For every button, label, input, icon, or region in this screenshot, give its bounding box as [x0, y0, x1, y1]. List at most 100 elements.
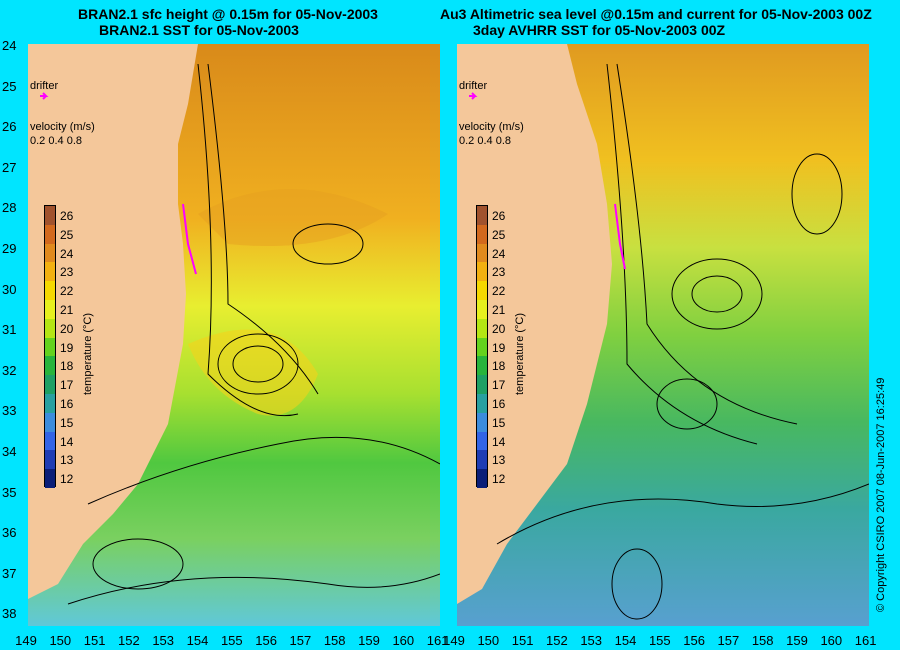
legend-label-14: 14: [60, 434, 74, 449]
legend-label-12: 12: [60, 472, 74, 487]
right-drifter-label: drifter: [459, 80, 487, 92]
legend-swatch: [45, 318, 55, 338]
legend-swatch: [477, 375, 487, 394]
right-title-line1: Au3 Altimetric sea level @0.15m and curr…: [440, 6, 872, 22]
legend-swatch: [477, 281, 487, 300]
legend-label-20: 20: [492, 321, 506, 336]
legend-swatch: [45, 337, 55, 357]
y-tick-31: 31: [2, 322, 17, 338]
legend-swatch: [477, 469, 487, 488]
legend-label-13: 13: [60, 453, 74, 468]
y-tick-28: 28: [2, 200, 17, 216]
legend-swatch: [477, 337, 487, 357]
legend-label-22: 22: [492, 284, 506, 299]
legend-colorbar: [44, 205, 56, 488]
y-tick-27: 27: [2, 159, 17, 175]
right-sst-map: drifter velocity (m/s) 0.2 0.4 0.8: [457, 44, 869, 626]
legend-label-21: 21: [60, 303, 74, 317]
y-tick-33: 33: [2, 403, 17, 419]
legend-label-17: 17: [492, 378, 506, 393]
legend-label-14: 14: [492, 434, 506, 449]
x-tick-161: 161: [426, 633, 449, 648]
legend-swatch: [477, 431, 487, 451]
x-tick-155: 155: [220, 633, 243, 648]
legend-label-26: 26: [492, 209, 506, 223]
legend-label-15: 15: [60, 415, 74, 430]
right-velocity-label: velocity (m/s): [459, 121, 524, 133]
legend-unit: temperature (°C): [514, 312, 526, 395]
x-tick-153: 153: [152, 633, 175, 648]
legend-swatch: [45, 206, 55, 225]
legend-label-16: 16: [60, 397, 74, 411]
legend-label-15: 15: [492, 415, 506, 430]
x-tick-157: 157: [717, 633, 740, 648]
x-tick-154: 154: [614, 633, 637, 648]
left-title-line1: BRAN2.1 sfc height @ 0.15m for 05-Nov-20…: [78, 6, 378, 22]
legend-label-17: 17: [60, 378, 74, 393]
right-velocity-scale: 0.2 0.4 0.8: [459, 135, 511, 147]
x-tick-150: 150: [49, 633, 72, 648]
y-tick-38: 38: [2, 606, 17, 622]
x-tick-156: 156: [255, 633, 277, 648]
legend-label-26: 26: [60, 209, 74, 223]
x-tick-159: 159: [786, 633, 808, 648]
legend-swatch: [45, 299, 55, 319]
legend-swatch: [45, 450, 55, 470]
x-tick-152: 152: [118, 633, 140, 648]
legend-swatch: [45, 393, 55, 413]
legend-swatch: [477, 318, 487, 338]
x-tick-153: 153: [580, 633, 603, 648]
x-tick-150: 150: [477, 633, 500, 648]
legend-swatch: [45, 224, 55, 244]
x-tick-158: 158: [323, 633, 346, 648]
y-tick-26: 26: [2, 119, 17, 135]
left-velocity-scale: 0.2 0.4 0.8: [30, 135, 82, 147]
legend-label-20: 20: [60, 321, 74, 336]
y-tick-34: 34: [2, 444, 17, 459]
x-tick-149: 149: [15, 633, 37, 648]
x-tick-151: 151: [83, 633, 106, 648]
legend-label-25: 25: [492, 227, 506, 242]
legend-label-18: 18: [492, 359, 506, 374]
legend-swatch: [45, 375, 55, 394]
copyright-text: © Copyright CSIRO 2007 08-Jun-2007 16:25…: [875, 377, 887, 612]
y-tick-24: 24: [2, 38, 17, 53]
legend-swatch: [477, 299, 487, 319]
y-tick-32: 32: [2, 362, 17, 378]
legend-swatch: [477, 224, 487, 244]
legend-label-22: 22: [60, 284, 74, 299]
legend-label-24: 24: [492, 246, 506, 261]
legend-swatch: [45, 262, 55, 282]
legend-colorbar: [476, 205, 488, 488]
x-tick-155: 155: [648, 633, 671, 648]
legend-swatch: [477, 356, 487, 376]
left-velocity-label: velocity (m/s): [30, 121, 95, 133]
x-tick-159: 159: [358, 633, 380, 648]
legend-label-23: 23: [492, 265, 506, 280]
legend-swatch: [477, 262, 487, 282]
x-tick-157: 157: [289, 633, 312, 648]
legend-label-21: 21: [492, 303, 506, 317]
left-drifter-label: drifter: [30, 80, 58, 92]
legend-swatch: [477, 412, 487, 432]
left-sst-map: drifter velocity (m/s) 0.2 0.4 0.8: [28, 44, 440, 626]
y-tick-35: 35: [2, 484, 17, 500]
legend-unit: temperature (°C): [82, 312, 94, 395]
x-tick-161: 161: [854, 633, 877, 648]
legend-label-25: 25: [60, 227, 74, 242]
y-tick-30: 30: [2, 281, 17, 297]
x-tick-160: 160: [820, 633, 843, 648]
legend-swatch: [45, 412, 55, 432]
left-title-line2: BRAN2.1 SST for 05-Nov-2003: [99, 22, 299, 38]
legend-swatch: [45, 281, 55, 300]
legend-label-23: 23: [60, 265, 74, 280]
y-tick-36: 36: [2, 525, 17, 541]
x-tick-154: 154: [186, 633, 209, 648]
legend-swatch: [477, 243, 487, 263]
x-tick-152: 152: [546, 633, 568, 648]
legend-label-19: 19: [492, 340, 506, 355]
legend-label-13: 13: [492, 453, 506, 468]
y-tick-37: 37: [2, 565, 17, 581]
y-tick-25: 25: [2, 78, 17, 94]
x-tick-160: 160: [392, 633, 415, 648]
